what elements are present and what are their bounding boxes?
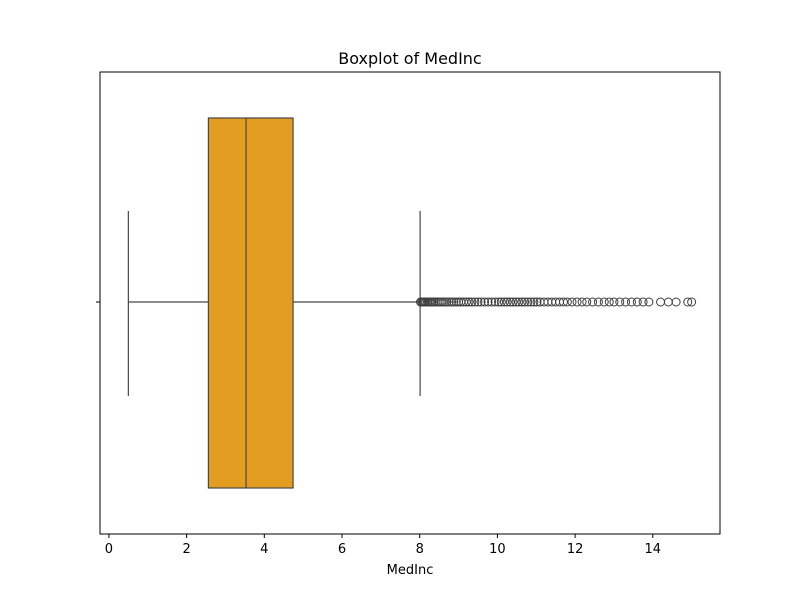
outlier-point: [532, 297, 542, 307]
outlier-point: [663, 297, 673, 307]
outlier-point: [511, 297, 521, 307]
plot-frame: [99, 71, 721, 535]
outlier-point: [588, 297, 598, 307]
outlier-point: [562, 297, 572, 307]
outlier-point: [470, 297, 480, 307]
outlier-point: [480, 297, 490, 307]
outlier-point: [582, 297, 592, 307]
outlier-point: [656, 297, 666, 307]
outlier-point: [638, 297, 648, 307]
outlier-point: [483, 297, 493, 307]
x-tick-label: 2: [182, 542, 190, 557]
outlier-point: [687, 297, 697, 307]
outlier-point: [671, 297, 681, 307]
outlier-point: [449, 297, 459, 307]
outlier-point: [476, 297, 486, 307]
outlier-point: [502, 297, 512, 307]
x-tick-label: 4: [260, 542, 268, 557]
outlier-point: [558, 297, 568, 307]
outlier-point: [464, 297, 474, 307]
outlier-point: [572, 297, 582, 307]
outlier-point: [632, 297, 642, 307]
x-axis-label: MedInc: [387, 563, 434, 578]
outlier-point: [514, 297, 524, 307]
outlier-point: [567, 297, 577, 307]
outlier-point: [494, 297, 504, 307]
outlier-point: [609, 297, 619, 307]
iqr-box: [207, 117, 294, 489]
x-tick-label: 10: [489, 542, 506, 557]
chart-title: Boxplot of MedInc: [338, 49, 481, 68]
outlier-point: [499, 297, 509, 307]
outlier-point: [444, 297, 454, 307]
x-tick-label: 8: [416, 542, 424, 557]
outlier-point: [447, 297, 457, 307]
outlier-point: [505, 297, 515, 307]
x-tick-label: 14: [645, 542, 662, 557]
outlier-point: [577, 297, 587, 307]
outlier-point: [529, 297, 539, 307]
outlier-point: [451, 297, 461, 307]
x-axis: 0 2 4 6 8 10 12 14: [96, 301, 662, 557]
outlier-point: [461, 297, 471, 307]
outlier-point: [520, 297, 530, 307]
outlier-point: [467, 297, 477, 307]
outlier-point: [526, 297, 536, 307]
outlier-point: [487, 297, 497, 307]
outlier-point: [621, 297, 631, 307]
outlier-point: [517, 297, 527, 307]
plot-area: [127, 117, 697, 489]
outlier-point: [490, 297, 500, 307]
outlier-point: [523, 297, 533, 307]
outlier-point: [683, 297, 693, 307]
x-tick-label: 12: [567, 542, 584, 557]
outlier-point: [626, 297, 636, 307]
outlier-point: [615, 297, 625, 307]
outlier-point: [593, 297, 603, 307]
x-tick-label: 6: [338, 542, 346, 557]
outlier-point: [496, 297, 506, 307]
outlier-point: [604, 297, 614, 307]
outlier-point: [473, 297, 483, 307]
x-tick-label: 0: [105, 542, 113, 557]
outlier-point: [508, 297, 518, 307]
outlier-point: [442, 297, 452, 307]
outlier-point: [599, 297, 609, 307]
outlier-point: [644, 297, 654, 307]
